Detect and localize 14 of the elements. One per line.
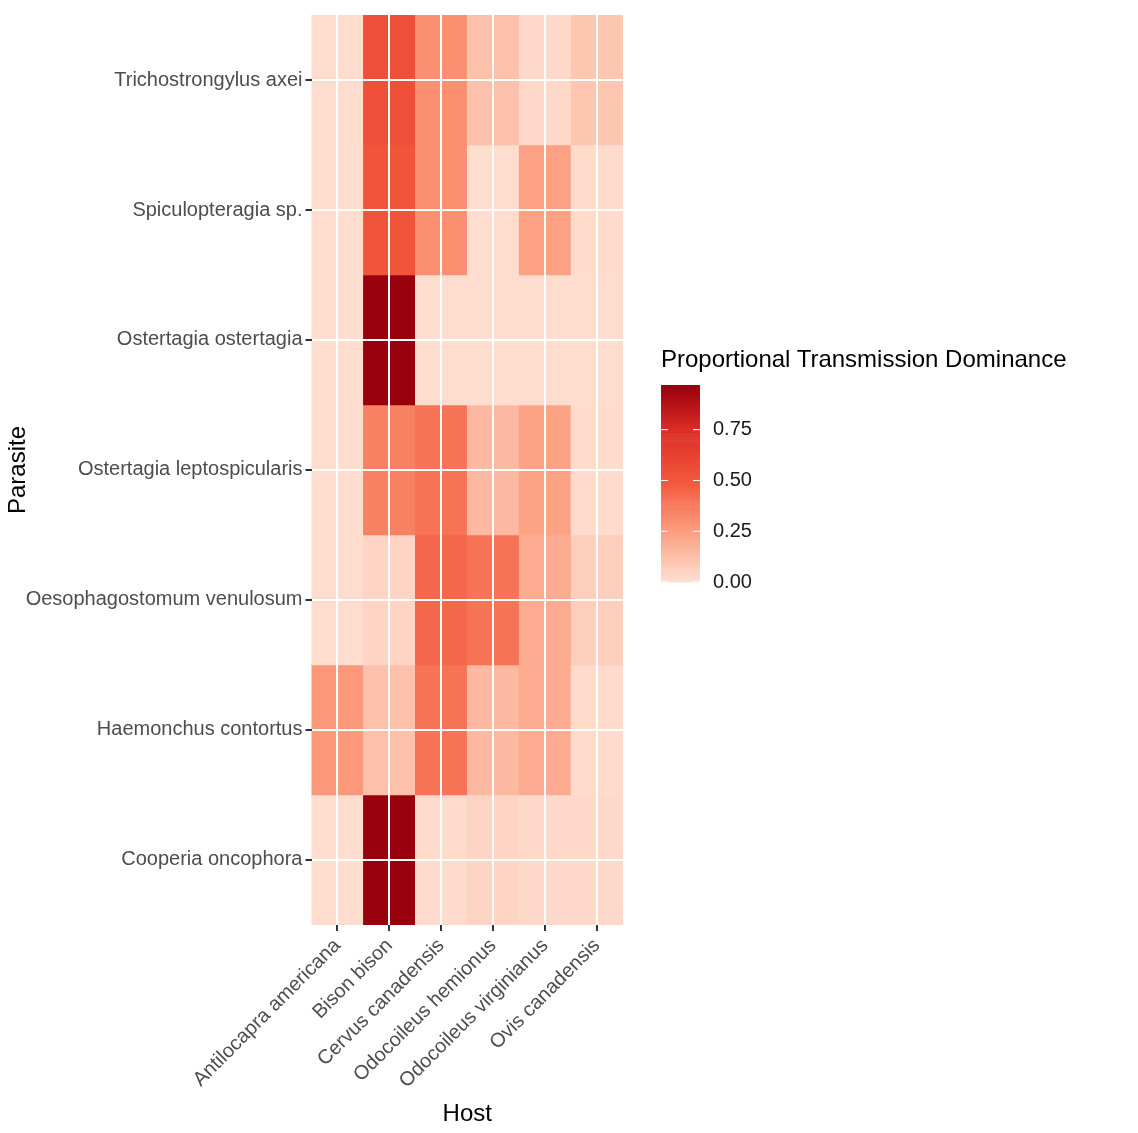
x-axis-title: Host [442, 1099, 493, 1127]
y-tick-label: Ostertagia leptospicularis [77, 457, 303, 480]
y-tick-label: Oesophagostomum venulosum [25, 587, 303, 610]
color-bar-label: 0.50 [713, 467, 752, 490]
color-bar-title: Proportional Transmission Dominance [661, 345, 1067, 372]
y-tick-label: Trichostrongylus axei [114, 67, 303, 90]
y-tick-label: Haemonchus contortus [96, 717, 303, 740]
color-bar-label: 0.75 [713, 417, 752, 440]
y-tick-label: Cooperia oncophora [121, 847, 304, 870]
color-bar-label: 0.00 [713, 569, 752, 592]
y-tick-label: Spiculopteragia sp. [132, 197, 303, 220]
y-axis-title: Parasite [3, 425, 31, 514]
color-bar-label: 0.25 [713, 518, 752, 541]
y-tick-label: Ostertagia ostertagia [116, 327, 304, 350]
